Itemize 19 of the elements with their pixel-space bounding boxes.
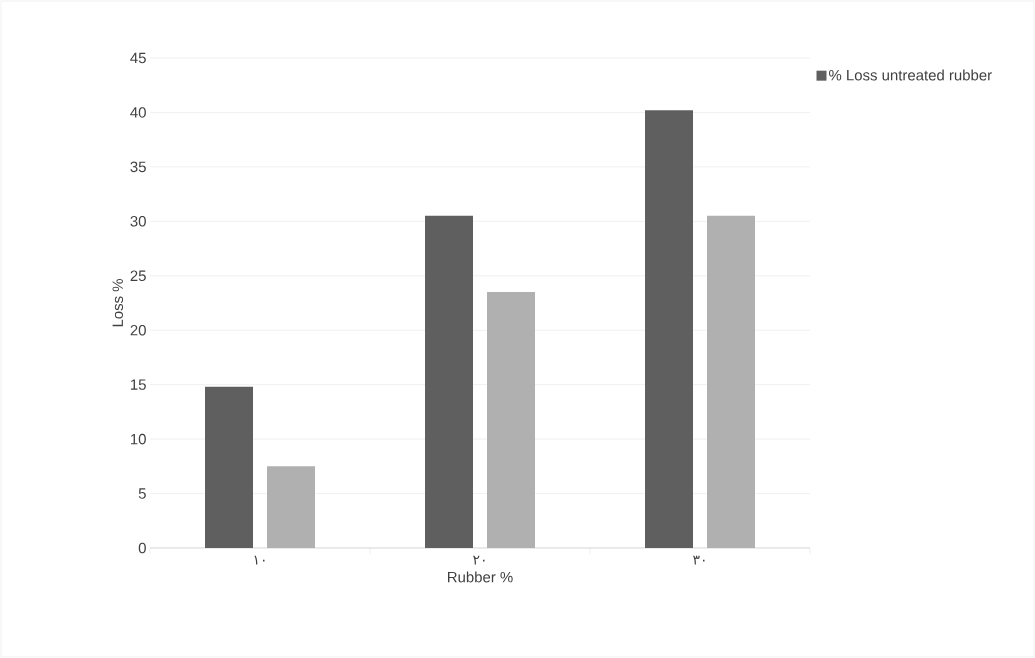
x-tick-label: ٣٠ bbox=[693, 555, 705, 565]
y-tick-label: 5 bbox=[138, 488, 146, 499]
bar bbox=[205, 386, 254, 548]
bar bbox=[425, 215, 474, 548]
y-axis-title: Loss % bbox=[112, 279, 124, 327]
bar bbox=[645, 110, 694, 548]
y-tick-label: 30 bbox=[130, 216, 146, 227]
y-tick-label: 45 bbox=[130, 52, 146, 64]
y-tick-label: 25 bbox=[130, 270, 146, 282]
y-tick-label: 15 bbox=[131, 379, 146, 390]
x-tick-label: ٢٠ bbox=[473, 555, 485, 565]
x-tick-label: ١٠ bbox=[254, 555, 265, 565]
legend-label: % Loss untreated rubber bbox=[829, 69, 992, 81]
y-tick-label: 35 bbox=[130, 161, 146, 173]
y-tick-label: 40 bbox=[130, 107, 146, 118]
x-axis-title: Rubber % bbox=[448, 571, 513, 583]
y-tick-label: 10 bbox=[131, 433, 146, 445]
y-tick-label: 20 bbox=[130, 324, 146, 336]
y-tick-label: 0 bbox=[138, 542, 146, 554]
